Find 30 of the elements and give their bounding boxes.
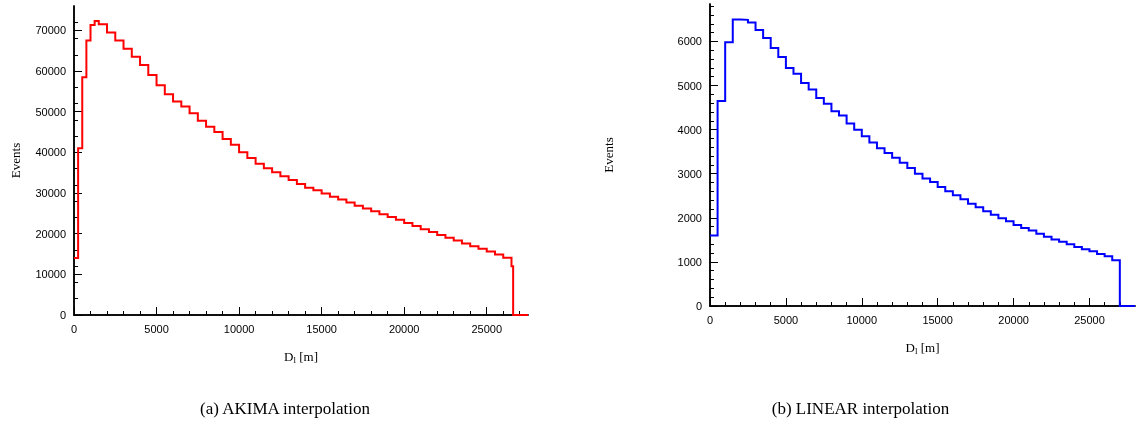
y-axis-title: Events bbox=[8, 142, 23, 179]
y-tick-label: 20000 bbox=[35, 227, 66, 240]
y-axis-title: Events bbox=[601, 137, 616, 173]
y-tick-label: 6000 bbox=[677, 35, 702, 48]
y-tick-label: 40000 bbox=[35, 146, 66, 159]
y-tick-label: 3000 bbox=[677, 167, 702, 180]
x-tick-label: 10000 bbox=[223, 322, 255, 335]
y-tick-label: 10000 bbox=[35, 268, 66, 281]
text: (a) AKIMA interpolation bbox=[200, 399, 371, 418]
text: (b) LINEAR interpolation bbox=[771, 399, 950, 418]
y-tick-label: 70000 bbox=[35, 24, 66, 37]
y-tick-label: 1000 bbox=[677, 255, 702, 268]
x-tick-label: 20000 bbox=[388, 322, 420, 335]
y-tick-label: 0 bbox=[695, 300, 702, 312]
y-tick-label: 4000 bbox=[677, 123, 702, 136]
x-tick-label: 0 bbox=[70, 322, 78, 335]
x-tick-label: 0 bbox=[706, 313, 714, 326]
x-tick-label: 10000 bbox=[846, 313, 878, 326]
x-tick-label: 15000 bbox=[306, 322, 337, 335]
x-tick-label: 5000 bbox=[773, 313, 799, 326]
x-tick-label: 5000 bbox=[144, 322, 169, 335]
y-tick-label: 60000 bbox=[35, 65, 66, 78]
y-tick-label: 2000 bbox=[677, 211, 702, 224]
y-tick-label: 30000 bbox=[35, 187, 66, 200]
x-tick-label: 25000 bbox=[471, 322, 503, 335]
y-tick-label: 5000 bbox=[677, 79, 702, 92]
x-tick-label: 20000 bbox=[998, 313, 1029, 326]
y-tick-label: 50000 bbox=[35, 105, 66, 118]
x-tick-label: 15000 bbox=[922, 313, 953, 326]
x-tick-label: 25000 bbox=[1074, 313, 1105, 326]
